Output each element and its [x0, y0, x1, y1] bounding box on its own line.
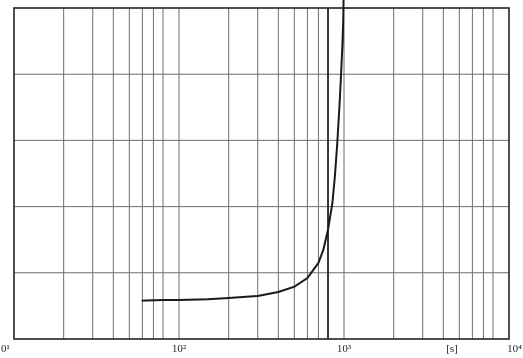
x-tick-label: 10³: [337, 343, 352, 355]
x-tick-label: 10²: [172, 343, 187, 355]
x-axis-unit-label: [s]: [446, 343, 458, 355]
grid: [13, 8, 510, 339]
x-tick-label: 10⁴: [507, 343, 522, 355]
series-line-0: [141, 0, 345, 302]
plot-frame: [13, 7, 510, 340]
x-tick-label: 0¹: [1, 343, 10, 355]
data-marks: [141, 0, 345, 339]
tick-labels: 0¹ 10² 10³ 10⁴ [s]: [1, 343, 522, 355]
